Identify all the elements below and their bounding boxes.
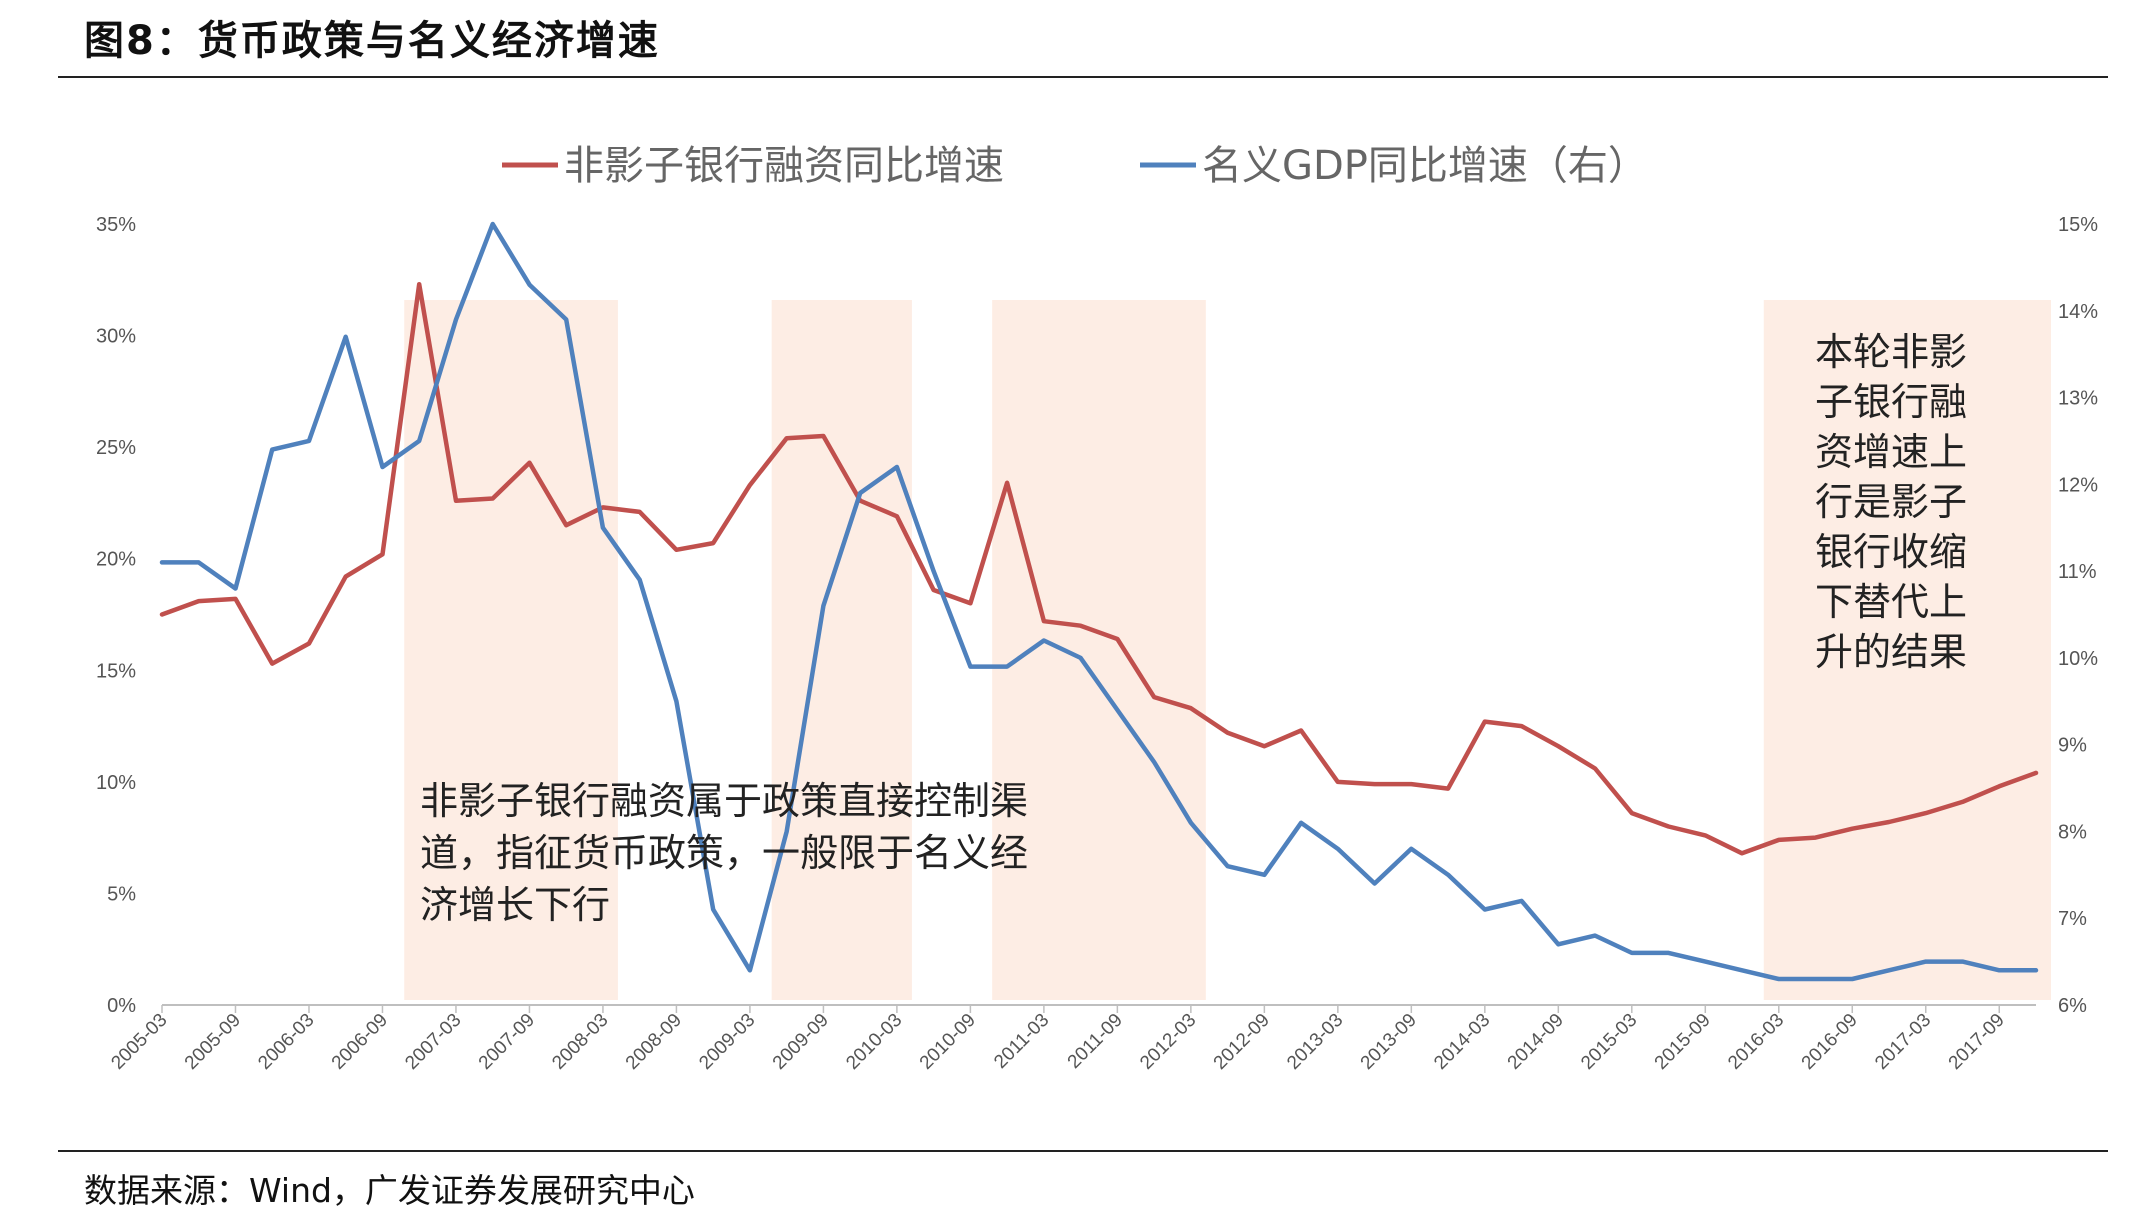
x-tick-label: 2014-03: [1430, 1010, 1494, 1074]
x-tick-label: 2011-03: [990, 1010, 1053, 1073]
x-tick-label: 2017-09: [1945, 1010, 2009, 1074]
annotation-line: 济增长下行: [420, 883, 610, 927]
x-tick-label: 2008-09: [622, 1010, 686, 1074]
x-tick-label: 2006-03: [254, 1010, 318, 1074]
x-tick-label: 2009-09: [769, 1010, 833, 1074]
x-tick-label: 2012-03: [1136, 1010, 1200, 1074]
y-right-tick-label: 14%: [2058, 301, 2098, 323]
shaded-periods: [404, 300, 2051, 1000]
data-source: 数据来源：Wind，广发证券发展研究中心: [84, 1171, 695, 1210]
chart-legend: 非影子银行融资同比增速 名义GDP同比增速（右）: [502, 143, 1648, 189]
x-tick-label: 2007-03: [401, 1010, 465, 1074]
annotation-line: 子银行融: [1815, 380, 1967, 424]
y-left-tick-label: 15%: [96, 660, 136, 682]
y-left-tick-label: 30%: [96, 326, 136, 348]
y-right-tick-label: 10%: [2058, 648, 2098, 670]
y-right-tick-label: 15%: [2058, 214, 2098, 236]
legend-entry: 名义GDP同比增速（右）: [1202, 143, 1648, 189]
x-tick-label: 2012-09: [1210, 1010, 1274, 1074]
x-tick-label: 2016-09: [1798, 1010, 1862, 1074]
annotation-line: 资增速上: [1815, 430, 1967, 474]
y-right-tick-label: 8%: [2058, 821, 2087, 843]
annotation-line: 升的结果: [1815, 630, 1967, 674]
shaded-period-4: [1763, 300, 2051, 1000]
x-tick-label: 2015-03: [1577, 1010, 1641, 1074]
y-right-tick-label: 7%: [2058, 908, 2087, 930]
x-tick-label: 2013-09: [1357, 1010, 1421, 1074]
annotation-line: 银行收缩: [1815, 530, 1967, 574]
annotation-line: 本轮非影: [1815, 330, 1967, 374]
series-lines: [159, 221, 2039, 982]
annotation-line: 非影子银行融资属于政策直接控制渠: [420, 779, 1028, 823]
y-right-tick-label: 12%: [2058, 474, 2098, 496]
shaded-period-3: [992, 300, 1206, 1000]
x-tick-label: 2017-03: [1871, 1010, 1935, 1074]
y-right-tick-label: 13%: [2058, 388, 2098, 410]
x-tick-label: 2014-09: [1504, 1010, 1568, 1074]
legend-entry: 非影子银行融资同比增速: [564, 143, 1004, 189]
y-right-tick-label: 9%: [2058, 735, 2087, 757]
x-tick-label: 2010-09: [916, 1010, 980, 1074]
bottom-rule: [58, 1150, 2108, 1152]
x-tick-label: 2015-09: [1651, 1010, 1715, 1074]
x-tick-label: 2016-03: [1724, 1010, 1788, 1074]
y-right-tick-label: 11%: [2058, 561, 2097, 583]
x-tick-label: 2005-09: [181, 1010, 245, 1074]
top-rule: [58, 76, 2108, 78]
x-tick-label: 2008-03: [548, 1010, 612, 1074]
annotation-line: 下替代上: [1815, 580, 1967, 624]
y-left-tick-label: 5%: [107, 883, 136, 905]
y-left-tick-label: 0%: [107, 995, 136, 1017]
annotation-line: 行是影子: [1815, 480, 1967, 524]
x-tick-label: 2006-09: [328, 1010, 392, 1074]
y-left-tick-label: 25%: [96, 437, 136, 459]
y-left-tick-label: 10%: [96, 772, 136, 794]
series-line-2: [159, 221, 2039, 982]
series-line-1: [159, 281, 2039, 856]
x-tick-label: 2009-03: [695, 1010, 759, 1074]
x-tick-label: 2007-09: [475, 1010, 539, 1074]
y-left-tick-label: 20%: [96, 549, 136, 571]
shaded-period-2: [771, 300, 912, 1000]
y-left-tick-label: 35%: [96, 214, 136, 236]
x-tick-label: 2005-03: [107, 1010, 171, 1074]
annotation-line: 道，指征货币政策，一般限于名义经: [420, 831, 1028, 875]
y-right-tick-label: 6%: [2058, 995, 2087, 1017]
x-tick-label: 2010-03: [842, 1010, 906, 1074]
figure-title: 图8：货币政策与名义经济增速: [84, 18, 660, 64]
x-tick-label: 2013-03: [1283, 1010, 1347, 1074]
x-tick-label: 2011-09: [1064, 1010, 1127, 1073]
